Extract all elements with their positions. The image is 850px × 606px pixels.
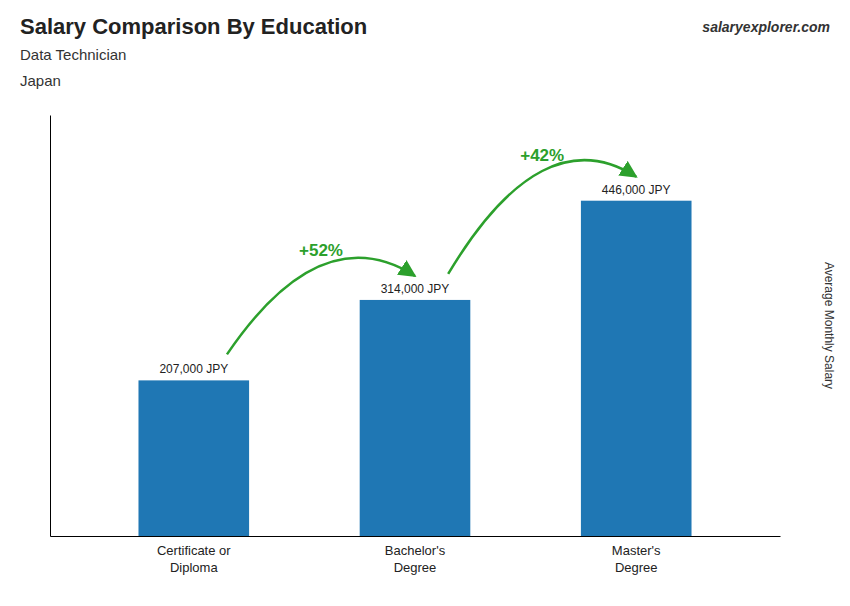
plot-area: Certificate orDiplomaBachelor'sDegreeMas…: [51, 116, 781, 576]
change-label: +52%: [299, 241, 343, 260]
title: Salary Comparison By Education: [20, 14, 367, 39]
x-tick: Master's Degree: [612, 536, 661, 575]
x-tick-label-line: Degree: [615, 560, 658, 575]
x-tick-label-line: Bachelor's: [385, 543, 446, 558]
x-tick-label-line: Degree: [394, 560, 437, 575]
bar: [581, 201, 692, 536]
change-label: +42%: [520, 146, 564, 165]
y-axis: [50, 116, 51, 537]
x-tick: Certificate or Diploma: [157, 536, 231, 575]
data-labels: 207,000 JPY 314,000 JPY 446,000 JPY: [159, 183, 670, 377]
x-axis-line: [51, 536, 781, 537]
data-label: 446,000 JPY: [602, 183, 671, 197]
x-tick: Bachelor's Degree: [385, 536, 446, 575]
x-tick-label-line: Master's: [612, 543, 661, 558]
annotation: Japan: [20, 72, 61, 89]
subtitle: Data Technician: [20, 46, 126, 63]
change-arrow: [227, 258, 415, 355]
x-tick-label: Certificate or Diploma: [157, 543, 231, 575]
data-label: 207,000 JPY: [159, 362, 228, 376]
y-axis-line: [50, 116, 51, 537]
data-label: 314,000 JPY: [381, 282, 450, 296]
x-tick-label-line: Diploma: [170, 560, 218, 575]
annotation: salaryexplorer.com: [702, 19, 830, 35]
bar: [138, 380, 249, 536]
chart: Salary Comparison By Education Data Techn…: [0, 0, 850, 606]
x-tick-label-line: Certificate or: [157, 543, 231, 558]
y-axis-title: Average Monthly Salary: [822, 262, 836, 389]
change-arrow: [448, 160, 636, 274]
bars: [138, 201, 691, 536]
x-tick-label: Bachelor's Degree: [385, 543, 446, 575]
x-axis: Certificate orDiplomaBachelor'sDegreeMas…: [51, 536, 781, 575]
x-tick-label: Master's Degree: [612, 543, 661, 575]
bar: [360, 300, 471, 536]
annotations: +52% +42%: [227, 146, 636, 354]
